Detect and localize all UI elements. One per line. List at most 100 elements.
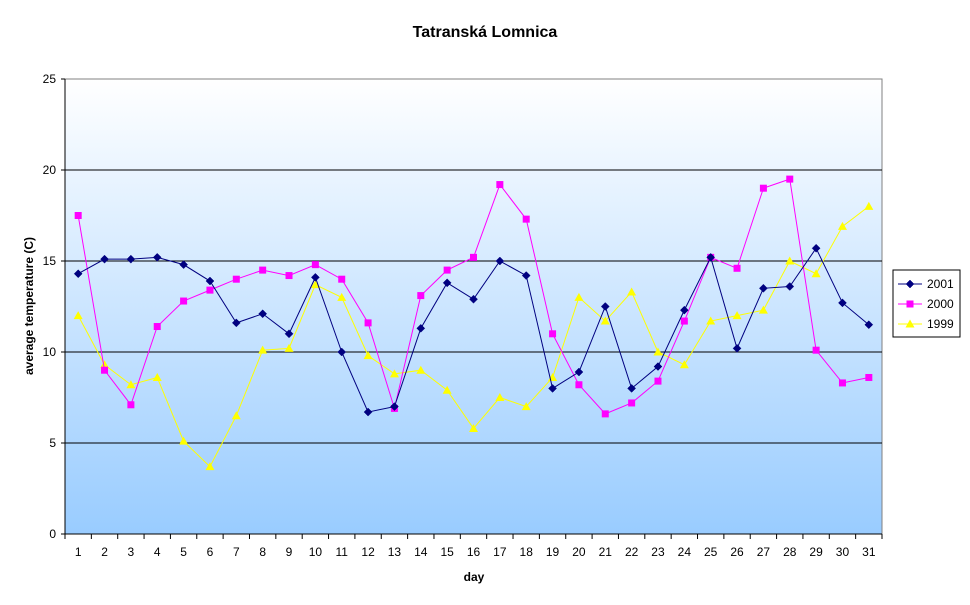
series-1999 bbox=[73, 201, 874, 471]
y-tick-label: 15 bbox=[43, 254, 57, 268]
y-axis: 0 5 10 15 20 25 bbox=[43, 72, 66, 541]
legend-label: 2001 bbox=[927, 277, 954, 291]
data-point-1999 bbox=[231, 411, 241, 420]
data-point-2001 bbox=[311, 273, 320, 282]
x-tick-label: 11 bbox=[335, 545, 348, 559]
data-point-1999 bbox=[574, 292, 584, 301]
x-tick-label: 22 bbox=[625, 545, 639, 559]
data-point-2000 bbox=[338, 275, 346, 283]
x-axis: 1 2 3 4 5 6 7 8 9 10 11 12 13 14 15 16 17 18 19 20 21 22 23 24 2… bbox=[64, 533, 883, 559]
data-point-2000 bbox=[838, 379, 846, 387]
data-point-2000 bbox=[628, 399, 636, 407]
gridlines bbox=[65, 169, 882, 444]
data-point-2001 bbox=[521, 271, 531, 280]
data-point-2001 bbox=[864, 320, 874, 330]
legend-item-1999: 1999 bbox=[898, 317, 954, 331]
x-tick-label: 13 bbox=[388, 545, 402, 559]
y-tick-label: 0 bbox=[49, 527, 56, 541]
x-tick-label: 18 bbox=[520, 545, 534, 559]
y-tick-label: 25 bbox=[43, 72, 57, 86]
data-point-1999 bbox=[521, 402, 531, 411]
x-tick-label: 19 bbox=[546, 545, 560, 559]
series-2000 bbox=[74, 175, 873, 418]
x-tick-label: 2 bbox=[101, 545, 108, 559]
legend-item-2001: 2001 bbox=[898, 277, 954, 291]
x-tick-label: 7 bbox=[233, 545, 240, 559]
data-point-1999 bbox=[126, 380, 136, 389]
y-axis-title: average temperature (C) bbox=[22, 237, 36, 375]
data-point-2000 bbox=[101, 366, 109, 374]
data-point-2000 bbox=[232, 275, 240, 283]
data-point-2001 bbox=[548, 384, 557, 393]
x-tick-label: 17 bbox=[493, 545, 507, 559]
data-point-1999 bbox=[758, 305, 768, 314]
data-point-1999 bbox=[416, 365, 426, 374]
data-point-2001 bbox=[179, 260, 188, 269]
data-point-2001 bbox=[152, 253, 162, 262]
x-tick-label: 29 bbox=[809, 545, 823, 559]
x-tick-label: 21 bbox=[599, 545, 613, 559]
data-point-2000 bbox=[364, 319, 372, 327]
legend-marker bbox=[906, 300, 914, 308]
y-tick-label: 20 bbox=[43, 163, 57, 177]
data-point-2001 bbox=[205, 276, 215, 286]
data-point-2000 bbox=[470, 253, 477, 261]
x-tick-label: 6 bbox=[207, 545, 214, 559]
data-point-1999 bbox=[100, 360, 110, 369]
x-tick-label: 27 bbox=[757, 545, 771, 559]
data-point-1999 bbox=[179, 436, 189, 445]
data-point-1999 bbox=[284, 343, 294, 352]
x-tick-label: 3 bbox=[128, 545, 135, 559]
series-2001 bbox=[73, 243, 874, 417]
data-point-2000 bbox=[549, 330, 557, 338]
x-tick-label: 16 bbox=[467, 545, 481, 559]
data-point-2001 bbox=[627, 384, 636, 393]
series-group bbox=[73, 175, 874, 471]
x-tick-label: 31 bbox=[862, 545, 876, 559]
plot-area bbox=[64, 78, 883, 535]
x-tick-label: 10 bbox=[309, 545, 323, 559]
data-point-2000 bbox=[206, 286, 214, 294]
data-point-2001 bbox=[759, 283, 768, 293]
x-tick-label: 9 bbox=[286, 545, 293, 559]
data-point-2000 bbox=[443, 266, 451, 274]
data-point-2000 bbox=[812, 346, 820, 354]
data-point-2001 bbox=[600, 302, 610, 311]
x-tick-label: 1 bbox=[75, 545, 82, 559]
x-tick-label: 25 bbox=[704, 545, 718, 559]
data-point-1999 bbox=[706, 316, 716, 325]
data-point-2001 bbox=[337, 347, 347, 357]
data-point-2001 bbox=[732, 344, 742, 353]
data-point-2001 bbox=[785, 282, 795, 291]
data-point-2000 bbox=[417, 292, 425, 300]
data-point-1999 bbox=[679, 360, 689, 369]
data-point-1999 bbox=[469, 423, 478, 432]
x-tick-label: 5 bbox=[180, 545, 187, 559]
data-point-1999 bbox=[627, 287, 637, 296]
x-tick-label: 24 bbox=[678, 545, 692, 559]
y-tick-label: 10 bbox=[43, 345, 57, 359]
data-point-2000 bbox=[680, 317, 688, 325]
data-point-2000 bbox=[654, 377, 662, 385]
data-point-2000 bbox=[759, 184, 767, 192]
data-point-2001 bbox=[679, 305, 689, 315]
data-point-2001 bbox=[653, 362, 663, 371]
data-point-2000 bbox=[733, 264, 741, 272]
data-point-2000 bbox=[259, 266, 267, 274]
data-point-2000 bbox=[285, 272, 293, 280]
y-tick-label: 5 bbox=[49, 436, 56, 450]
data-point-2001 bbox=[706, 253, 716, 262]
data-point-2001 bbox=[100, 254, 109, 264]
data-point-1999 bbox=[600, 316, 610, 325]
data-point-1999 bbox=[152, 372, 162, 381]
x-tick-label: 8 bbox=[259, 545, 266, 559]
data-point-2001 bbox=[126, 254, 136, 264]
legend-marker bbox=[905, 319, 915, 328]
data-point-1999 bbox=[785, 256, 795, 265]
x-tick-label: 23 bbox=[651, 545, 665, 559]
data-point-2000 bbox=[575, 381, 583, 389]
legend-label: 2000 bbox=[927, 297, 954, 311]
x-tick-label: 4 bbox=[154, 545, 161, 559]
x-tick-label: 12 bbox=[361, 545, 375, 559]
x-axis-title: day bbox=[464, 570, 485, 584]
